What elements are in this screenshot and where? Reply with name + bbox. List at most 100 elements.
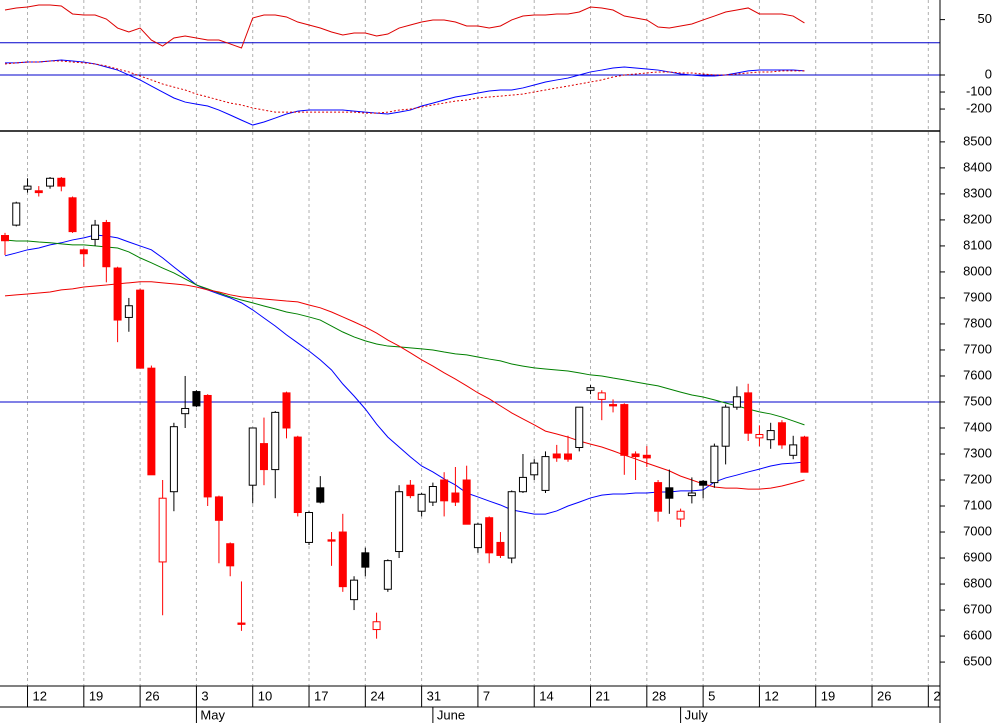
x-tick-label: 2 [933,688,940,703]
candle-body [485,517,494,554]
candle-body [699,480,708,486]
candle-body [57,177,66,187]
candle-body [552,453,561,459]
candle-body [406,484,415,497]
candle-body [428,486,437,503]
y-tick-label: -200 [966,100,992,115]
candle-body [755,433,764,439]
x-tick-label: 7 [483,688,490,703]
candle-body [789,444,798,456]
candle-body [496,541,505,556]
candle-body [518,476,527,493]
candle-body [316,487,325,503]
candle-body [181,407,190,415]
candle-body [34,190,43,194]
y-tick-label: 7100 [963,497,992,512]
candle-body [136,289,145,369]
candle-body [620,404,629,456]
grid-layer [0,0,940,686]
candle-body [676,510,685,520]
candle-body [451,492,460,503]
indicator-line [4,239,805,426]
y-tick-label: 6500 [963,654,992,669]
candle-body [214,496,223,521]
y-tick-label: 6900 [963,549,992,564]
x-tick-label: 12 [33,688,47,703]
y-tick-label: 7500 [963,393,992,408]
y-tick-label: 8500 [963,133,992,148]
candle-body [271,411,280,471]
y-tick-label: 7200 [963,471,992,486]
candle-body [361,552,370,568]
indicator-line [4,60,805,114]
x-tick-label: 19 [89,688,103,703]
y-tick-label: 7700 [963,341,992,356]
candle-body [113,267,122,321]
candle-body [586,387,595,391]
y-tick-label: 8100 [963,237,992,252]
y-tick-label: 8300 [963,185,992,200]
candle-body [169,426,178,493]
x-tick-label: 5 [708,688,715,703]
indicator-line [4,4,805,49]
x-tick-label: 26 [145,688,159,703]
x-tick-label: 26 [877,688,891,703]
candle-body [259,443,268,471]
candle-body [777,422,786,446]
candle-body [350,579,359,601]
candle-body [372,621,381,631]
candle-body [12,202,21,226]
candle-body [147,367,156,476]
y-tick-label: 8000 [963,263,992,278]
x-tick-label: 24 [370,688,384,703]
y-tick-label: -100 [966,83,992,98]
x-tick-label: 14 [539,688,553,703]
candle-body [124,305,133,318]
x-tick-label: 21 [596,688,610,703]
candle-body [338,531,347,588]
candle-body [609,404,618,407]
candle-body [642,454,651,459]
candle-body [507,491,516,559]
candle-body [46,177,55,187]
y-tick-label: 7900 [963,289,992,304]
candle-body [226,543,235,567]
candle-body [158,497,167,563]
candle-body [91,224,100,240]
candle-body [68,197,77,233]
candle-body [541,456,550,491]
indicator-line [4,281,805,490]
x-tick-label: 17 [314,688,328,703]
candle-body [597,392,606,400]
candle-body [631,453,640,458]
y-tick-label: 6700 [963,601,992,616]
candle-body [305,512,314,543]
candle-body [282,392,291,429]
candle-body [766,430,775,441]
candle-body [710,445,719,484]
y-tick-label: 8200 [963,211,992,226]
x-tick-label: 28 [652,688,666,703]
y-tick-label: 7800 [963,315,992,330]
candle-body [1,235,9,242]
candle-body [192,391,201,407]
y-tick-label: 8400 [963,159,992,174]
y-tick-label: 7000 [963,523,992,538]
x-tick-label: 12 [764,688,778,703]
candle-body [417,493,426,512]
x-tick-label: 3 [201,688,208,703]
y-tick-label: 0 [985,66,992,81]
y-tick-label: 7300 [963,445,992,460]
candle-body [575,406,584,448]
candle-body [530,462,539,476]
candle-body [102,222,111,268]
candle-body [79,249,88,255]
candle-body [293,436,302,514]
y-tick-label: 7400 [963,419,992,434]
candle-body [383,560,392,590]
candle-body [687,492,696,497]
y-tick-label: 7600 [963,367,992,382]
